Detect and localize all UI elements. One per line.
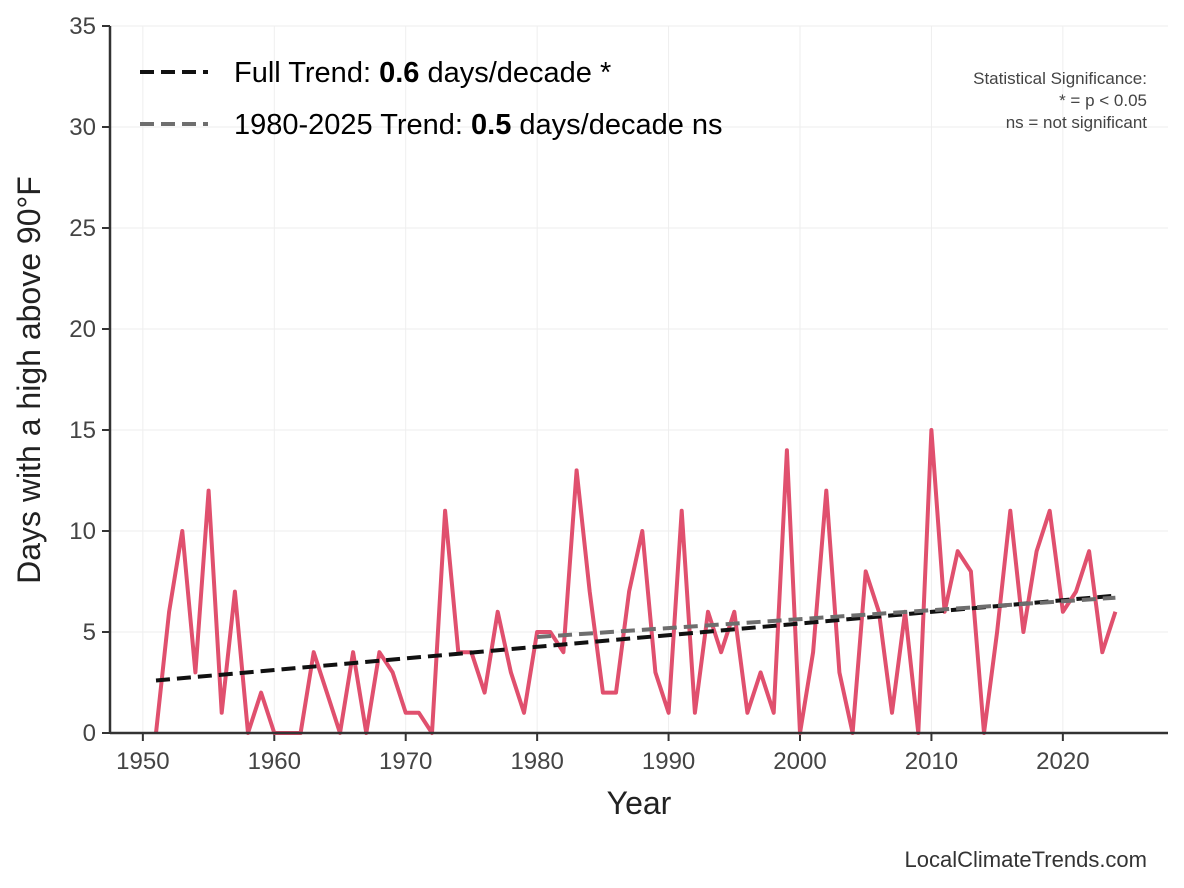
significance-ns: ns = not significant <box>1006 113 1148 132</box>
x-tick-label: 1960 <box>248 748 301 775</box>
y-tick-label: 30 <box>69 114 96 141</box>
y-tick-label: 10 <box>69 518 96 545</box>
legend: Full Trend: 0.6 days/decade * 1980-2025 … <box>140 57 723 141</box>
axes <box>108 26 1168 735</box>
x-tick-label: 2010 <box>905 748 958 775</box>
legend-label-recent-trend: 1980-2025 Trend: 0.5 days/decade ns <box>234 109 723 141</box>
y-tick-label: 0 <box>83 720 96 747</box>
series-group <box>154 428 1118 735</box>
y-tick-label: 5 <box>83 619 96 646</box>
x-tick-label: 1990 <box>642 748 695 775</box>
x-tick-label: 1980 <box>510 748 563 775</box>
grid <box>110 25 1168 734</box>
y-tick-label: 25 <box>69 215 96 242</box>
x-tick-label: 1950 <box>116 748 169 775</box>
significance-note: Statistical Significance: * = p < 0.05 n… <box>973 69 1147 132</box>
y-tick-label: 20 <box>69 316 96 343</box>
recent-trend-line <box>536 595 1116 639</box>
x-axis-ticks: 1950 1960 1970 1980 1990 2000 2010 2020 <box>116 733 1090 775</box>
y-tick-label: 35 <box>69 13 96 40</box>
x-tick-label: 2020 <box>1036 748 1089 775</box>
x-tick-label: 2000 <box>773 748 826 775</box>
credit-text: LocalClimateTrends.com <box>905 847 1148 872</box>
y-axis-ticks: 0 5 10 15 20 25 30 35 <box>69 13 110 747</box>
significance-title: Statistical Significance: <box>973 69 1147 88</box>
legend-label-full-trend: Full Trend: 0.6 days/decade * <box>234 57 611 89</box>
y-axis-title: Days with a high above 90°F <box>11 176 47 584</box>
significance-star: * = p < 0.05 <box>1059 91 1147 110</box>
x-axis-title: Year <box>607 785 672 821</box>
y-tick-label: 15 <box>69 417 96 444</box>
x-tick-label: 1970 <box>379 748 432 775</box>
observed-series-line <box>154 428 1118 735</box>
full-trend-line <box>155 593 1116 683</box>
